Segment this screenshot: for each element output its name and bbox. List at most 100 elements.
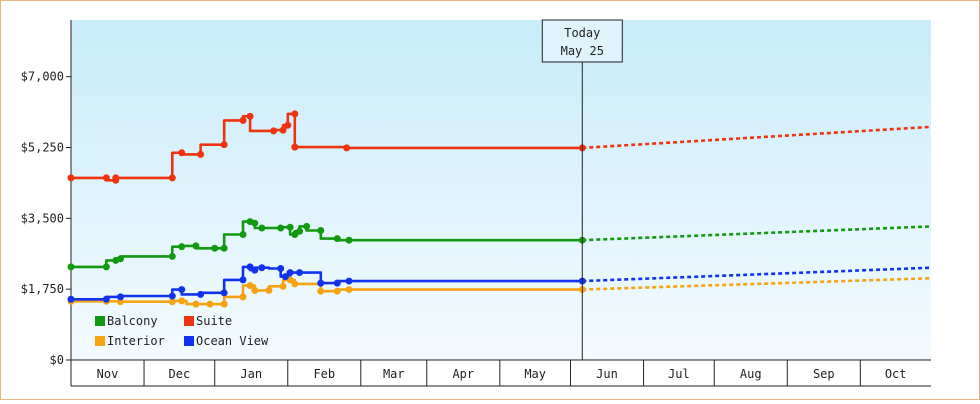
today-callout-box	[541, 19, 623, 63]
today-marker: Today May 25	[541, 19, 623, 360]
ocean-view-point	[116, 293, 124, 301]
y-axis: $0 $1,750 $3,500 $5,250 $7,000	[21, 20, 72, 367]
suite-point	[220, 141, 228, 149]
ocean-view-line	[71, 265, 583, 301]
interior-forecast-line	[582, 276, 932, 291]
ocean-view-point	[102, 295, 110, 303]
interior-point	[246, 282, 254, 290]
interior-point	[265, 286, 273, 294]
legend-label-suite: Suite	[196, 314, 232, 328]
legend-label-interior: Interior	[107, 334, 165, 348]
ocean-view-point	[239, 276, 247, 284]
ocean-view-point	[258, 264, 266, 272]
balcony-point	[345, 236, 353, 244]
suite-point	[197, 150, 205, 158]
interior-point	[251, 286, 259, 294]
suite-point	[239, 116, 247, 124]
suite-point	[343, 144, 351, 152]
legend-swatch-interior	[95, 336, 105, 346]
balcony-point	[239, 231, 247, 239]
legend-swatch-balcony	[95, 316, 105, 326]
y-tick-label: $1,750	[21, 282, 64, 296]
ocean-view-point	[317, 279, 325, 287]
balcony-point	[251, 219, 259, 227]
balcony-point	[303, 222, 311, 230]
month-label: Mar	[383, 367, 405, 381]
balcony-point	[220, 244, 228, 252]
suite-point	[284, 121, 292, 129]
month-label: Jul	[668, 367, 690, 381]
ocean-view-point	[296, 269, 304, 277]
suite-point	[279, 126, 287, 134]
series-markers	[67, 110, 586, 308]
month-label: Jan	[240, 367, 262, 381]
ocean-view-point	[67, 295, 75, 303]
interior-point	[291, 280, 299, 288]
interior-point	[116, 298, 124, 306]
balcony-point	[296, 227, 304, 235]
month-label: Sep	[813, 367, 835, 381]
suite-point	[112, 174, 120, 182]
suite-point	[67, 174, 75, 182]
interior-point	[345, 286, 353, 294]
interior-point	[178, 297, 186, 305]
suite-point	[291, 110, 299, 118]
suite-point	[246, 112, 254, 120]
interior-point	[206, 300, 214, 308]
interior-point	[168, 298, 176, 306]
legend: Balcony Suite Interior Ocean View	[95, 314, 269, 348]
ocean-view-point	[168, 292, 176, 300]
ocean-view-point	[333, 279, 341, 287]
balcony-point	[192, 242, 200, 250]
plot-background	[71, 20, 931, 360]
x-axis: Nov Dec Jan Feb Mar Apr May Jun Jul Aug Sep Oct	[70, 359, 931, 387]
month-label: Feb	[313, 367, 335, 381]
balcony-point	[333, 235, 341, 243]
today-date: May 25	[561, 44, 604, 58]
suite-point	[102, 174, 110, 182]
legend-swatch-suite	[184, 316, 194, 326]
balcony-point	[102, 263, 110, 271]
suite-point	[178, 149, 186, 157]
month-label: Oct	[885, 367, 907, 381]
balcony-forecast-line	[582, 225, 932, 242]
balcony-point	[178, 243, 186, 251]
ocean-view-forecast-line	[582, 266, 932, 283]
balcony-point	[277, 224, 285, 232]
month-label: Apr	[452, 367, 474, 381]
suite-point	[168, 174, 176, 182]
balcony-point	[286, 223, 294, 231]
suite-point	[270, 127, 278, 135]
ocean-view-point	[286, 269, 294, 277]
y-tick-label: $0	[50, 353, 64, 367]
suite-point	[291, 143, 299, 151]
suite-forecast-line	[582, 125, 932, 150]
month-label: Nov	[97, 367, 119, 381]
ocean-view-point	[281, 273, 289, 281]
ocean-view-point	[178, 286, 186, 294]
ocean-view-point	[197, 290, 205, 298]
y-tick-label: $3,500	[21, 211, 64, 225]
balcony-point	[116, 255, 124, 263]
interior-point	[333, 287, 341, 295]
ocean-view-point	[345, 277, 353, 285]
balcony-point	[211, 244, 219, 252]
month-label: Dec	[169, 367, 191, 381]
month-label: Aug	[740, 367, 762, 381]
y-tick-label: $7,000	[21, 70, 64, 84]
interior-point	[192, 300, 200, 308]
month-label: May	[524, 367, 546, 381]
month-label: Jun	[596, 367, 618, 381]
balcony-point	[67, 263, 75, 271]
balcony-point	[168, 252, 176, 260]
legend-swatch-ocean-view	[184, 336, 194, 346]
legend-label-ocean-view: Ocean View	[196, 334, 269, 348]
interior-point	[239, 293, 247, 301]
balcony-point	[317, 226, 325, 234]
today-label: Today	[564, 26, 600, 40]
interior-point	[317, 287, 325, 295]
ocean-view-point	[251, 266, 259, 274]
ocean-view-point	[277, 265, 285, 273]
